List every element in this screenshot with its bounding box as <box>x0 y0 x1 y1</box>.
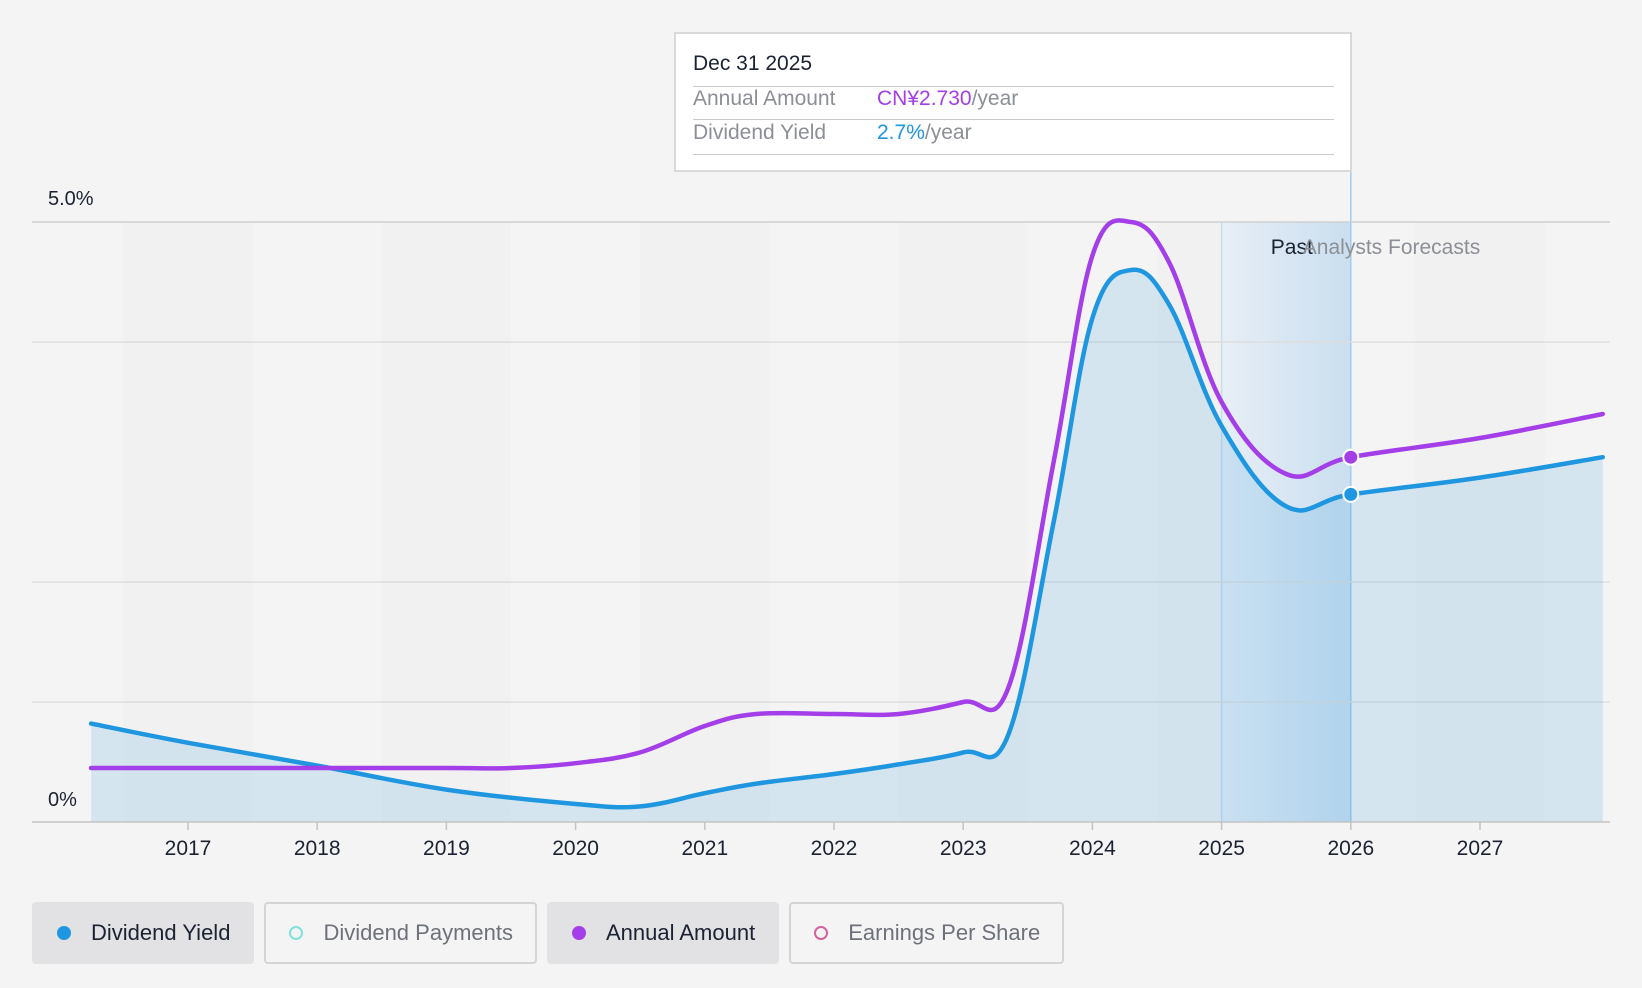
legend-dividend-payments-toggle[interactable]: Dividend Payments <box>264 902 537 964</box>
chart-tooltip: Dec 31 2025 Annual Amount CN¥2.730/year … <box>674 32 1352 172</box>
x-tick-label: 2021 <box>681 837 728 860</box>
hollow-circle-icon <box>814 926 829 940</box>
forecast-section-label: Analysts Forecasts <box>1303 236 1480 259</box>
tooltip-divider <box>693 154 1334 155</box>
hollow-circle-icon <box>289 926 304 940</box>
filled-circle-icon <box>571 926 586 940</box>
tooltip-dividend-yield-label: Dividend Yield <box>693 121 827 144</box>
filled-circle-icon <box>57 926 71 940</box>
legend-label: Earnings Per Share <box>848 920 1041 945</box>
chart-legend: Dividend Yield Dividend Payments Annual … <box>32 902 1065 964</box>
legend-label: Annual Amount <box>605 920 756 945</box>
past-section-label: Past <box>1271 236 1313 259</box>
year-band <box>898 222 1028 822</box>
tooltip-annual-amount-label: Annual Amount <box>693 87 836 110</box>
tooltip-date: Dec 31 2025 <box>693 52 813 75</box>
year-band <box>123 222 253 822</box>
x-tick-label: 2018 <box>294 837 341 860</box>
x-tick-label: 2022 <box>811 837 858 860</box>
year-band <box>381 222 511 822</box>
legend-dividend-yield-toggle[interactable]: Dividend Yield <box>32 902 255 964</box>
x-tick-label: 2027 <box>1457 837 1504 860</box>
dividend-yield-line <box>88 267 1605 810</box>
year-band <box>1415 222 1545 822</box>
tooltip-divider <box>693 86 1334 87</box>
year-band <box>640 222 770 822</box>
tooltip-divider <box>693 119 1334 120</box>
dividend-yield-area <box>91 269 1603 822</box>
annual-amount-marker <box>1342 448 1360 466</box>
x-tick-label: 2025 <box>1198 837 1245 860</box>
legend-earnings-per-share-toggle[interactable]: Earnings Per Share <box>789 902 1065 964</box>
x-tick-label: 2019 <box>423 837 470 860</box>
x-tick-label: 2023 <box>940 837 987 860</box>
x-tick-label: 2017 <box>165 837 212 860</box>
x-tick-label: 2020 <box>552 837 599 860</box>
tooltip-annual-amount-value: CN¥2.730/year <box>877 87 1019 110</box>
legend-label: Dividend Yield <box>91 920 231 945</box>
x-tick-label: 2024 <box>1069 837 1116 860</box>
x-tick-label: 2026 <box>1327 837 1374 860</box>
legend-annual-amount-toggle[interactable]: Annual Amount <box>546 902 780 964</box>
y-tick-label: 5.0% <box>48 188 94 210</box>
tooltip-dividend-yield-value: 2.7%/year <box>877 121 972 144</box>
annual-amount-line <box>88 218 1605 771</box>
legend-label: Dividend Payments <box>323 920 513 945</box>
y-tick-label: 0% <box>48 789 77 811</box>
past-highlight-band <box>1221 222 1351 822</box>
dividend-yield-marker <box>1342 485 1360 503</box>
